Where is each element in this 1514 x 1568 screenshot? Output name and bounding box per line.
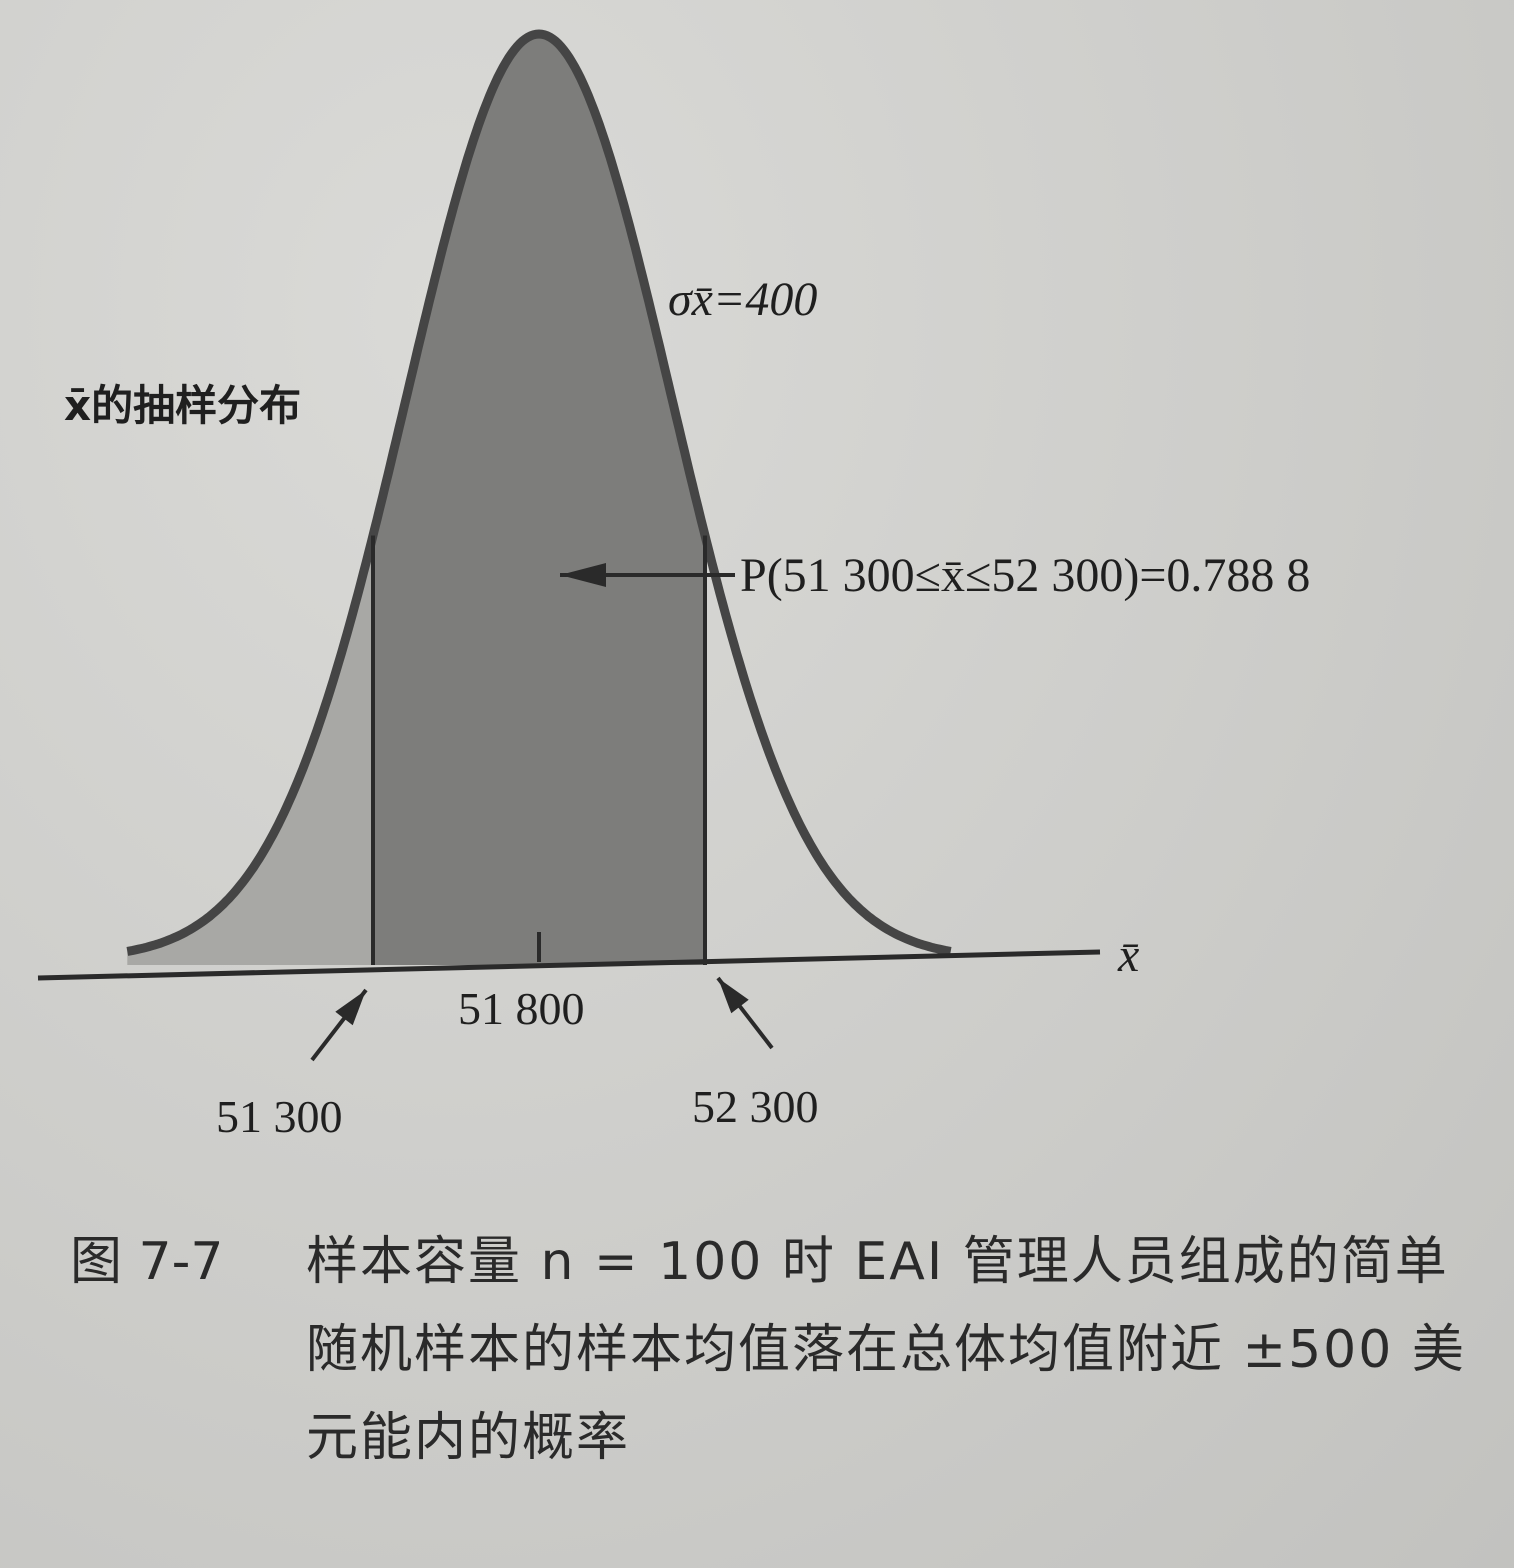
upper-tick-label: 52 300 [692, 1081, 819, 1132]
curve-label: x̄的抽样分布 [64, 381, 302, 430]
mean-tick-label: 51 800 [458, 983, 585, 1034]
lower-bound-arrow-head [335, 990, 366, 1026]
upper-bound-arrow-head [718, 978, 749, 1014]
figure-number: 图 7-7 [70, 1232, 224, 1292]
x-axis-label: x̄ [1118, 929, 1140, 982]
probability-label: P(51 300≤x̄≤52 300)=0.788 8 [740, 549, 1311, 602]
sigma-label: σx̄=400 [668, 273, 818, 326]
sampling-distribution-chart [37, 29, 1101, 1062]
probability-area [373, 34, 705, 965]
normal-curve [126, 29, 952, 956]
probability-arrow-head [560, 563, 606, 587]
tail-area [127, 535, 373, 965]
lower-tick-label: 51 300 [216, 1091, 343, 1142]
caption-text: 样本容量 n = 100 时 EAI 管理人员组成的简单随机样本的样本均值落在总… [306, 1232, 1466, 1468]
x-axis [37, 949, 1101, 981]
